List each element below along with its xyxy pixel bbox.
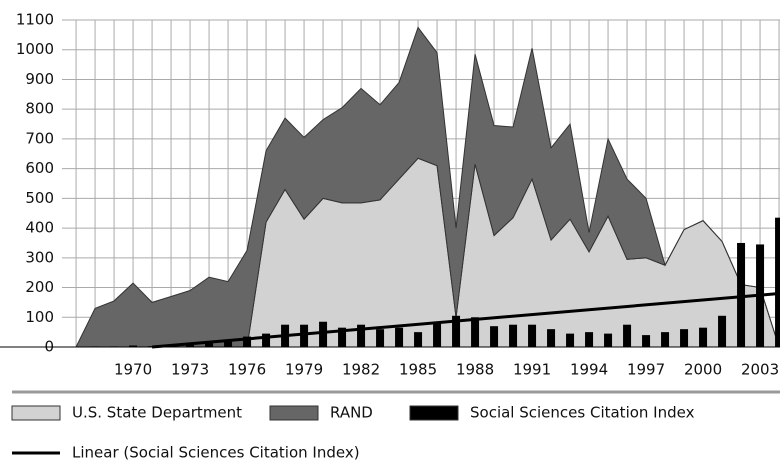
bar <box>433 323 442 347</box>
bar <box>224 341 233 347</box>
bar <box>300 324 309 347</box>
bar <box>357 324 366 347</box>
x-tick-label: 1988 <box>456 361 494 379</box>
bar <box>471 317 480 347</box>
legend-swatch <box>11 405 61 421</box>
bar <box>186 344 195 347</box>
y-tick-label: 200 <box>25 278 54 296</box>
bar <box>528 324 537 347</box>
y-tick-label: 800 <box>25 100 54 118</box>
bar <box>604 333 613 347</box>
y-tick-label: 1100 <box>16 11 54 29</box>
legend-label: Linear (Social Sciences Citation Index) <box>72 444 360 462</box>
bar <box>376 329 385 347</box>
legend-label: RAND <box>330 404 373 422</box>
y-tick-label: 600 <box>25 159 54 177</box>
bar <box>642 335 651 347</box>
bar <box>319 321 328 347</box>
bar <box>737 242 746 347</box>
x-tick-label: 1982 <box>342 361 380 379</box>
bar <box>718 315 727 347</box>
bar <box>262 333 271 347</box>
x-tick-label: 1979 <box>285 361 323 379</box>
bar <box>414 332 423 347</box>
x-tick-label: 1970 <box>114 361 152 379</box>
x-tick-label: 1997 <box>627 361 665 379</box>
legend-swatch <box>269 405 319 421</box>
trendline <box>151 291 780 349</box>
x-tick-label: 2000 <box>684 361 722 379</box>
bar <box>509 324 518 347</box>
y-tick-label: 900 <box>25 70 54 88</box>
bar <box>775 217 780 347</box>
legend-label: U.S. State Department <box>72 404 242 422</box>
bar <box>699 327 708 347</box>
x-tick-label: 1973 <box>171 361 209 379</box>
bar <box>566 333 575 347</box>
bar <box>661 332 670 347</box>
bar <box>205 342 214 347</box>
bar <box>547 329 556 347</box>
y-tick-label: 500 <box>25 189 54 207</box>
bar <box>395 327 404 347</box>
bar <box>243 336 252 347</box>
bar <box>452 315 461 347</box>
y-tick-label: 300 <box>25 248 54 266</box>
x-tick-label: 2003 <box>741 361 779 379</box>
bar <box>585 332 594 347</box>
x-tick-label: 1985 <box>399 361 437 379</box>
x-tick-label: 1976 <box>228 361 266 379</box>
y-tick-label: 100 <box>25 308 54 326</box>
x-tick-label: 1994 <box>570 361 608 379</box>
x-tick-label: 1991 <box>513 361 551 379</box>
y-tick-label: 700 <box>25 129 54 147</box>
bar <box>338 327 347 347</box>
bar <box>490 326 499 347</box>
bar <box>623 324 632 347</box>
legend-swatch <box>409 405 459 421</box>
bar <box>129 345 138 347</box>
y-tick-label: 400 <box>25 219 54 237</box>
bar <box>680 329 689 347</box>
y-tick-label: 1000 <box>16 40 54 58</box>
legend-label: Social Sciences Citation Index <box>470 404 695 422</box>
